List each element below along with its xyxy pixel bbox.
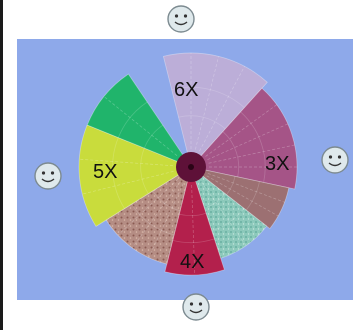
sector-teal-band (204, 193, 226, 209)
label-6x: 6X (174, 79, 199, 101)
sector-5x-divider (79, 158, 174, 167)
sector-speckle-divider (131, 181, 181, 249)
sector-6x-band (178, 115, 226, 130)
sector-speckle-divider (117, 179, 179, 236)
sector-5x (78, 124, 192, 227)
smiley-icon[interactable] (166, 4, 196, 34)
sector-6x-band (171, 86, 245, 108)
sector-4x (164, 165, 225, 276)
sector-teal-divider (201, 181, 247, 246)
sector-speckle-band (152, 190, 181, 212)
sector-5x-divider (82, 171, 174, 195)
sector-brown-band (226, 176, 236, 195)
label-4x: 4X (180, 251, 205, 273)
smiley-icon[interactable] (181, 292, 211, 322)
sector-4x-band (172, 238, 215, 243)
sector-3x (190, 87, 298, 190)
sector-5x-band (140, 147, 149, 194)
label-3x: 3X (265, 153, 290, 175)
sector-4x-divider (191, 184, 196, 275)
sector-green (86, 73, 193, 168)
frame-left-border (0, 0, 3, 330)
smiley-icon[interactable] (33, 161, 63, 191)
smiley-icon[interactable] (320, 145, 350, 175)
label-5x: 5X (93, 161, 118, 183)
sector-brown-band (245, 181, 260, 211)
sector-6x-divider (199, 66, 245, 152)
sector-green-band (143, 124, 164, 149)
sector-6x-divider (195, 56, 219, 150)
sector-6x (162, 52, 268, 168)
sector-3x-band (240, 111, 266, 183)
sector-5x-band (112, 137, 125, 209)
sector-brown-divider (206, 175, 279, 217)
sector-teal-band (211, 208, 245, 232)
sector-speckle-divider (148, 183, 184, 258)
sector-speckle-band (131, 203, 175, 236)
sector-green-band (117, 101, 148, 138)
sector-green-divider (103, 96, 178, 156)
wheel-hub-center (188, 164, 194, 170)
sector-3x-band (222, 131, 240, 177)
sector-brown (190, 166, 290, 230)
sector-teal (190, 165, 268, 259)
sector-speckle (105, 166, 192, 265)
sector-4x-band (179, 212, 207, 217)
sector-brown-divider (207, 173, 285, 203)
